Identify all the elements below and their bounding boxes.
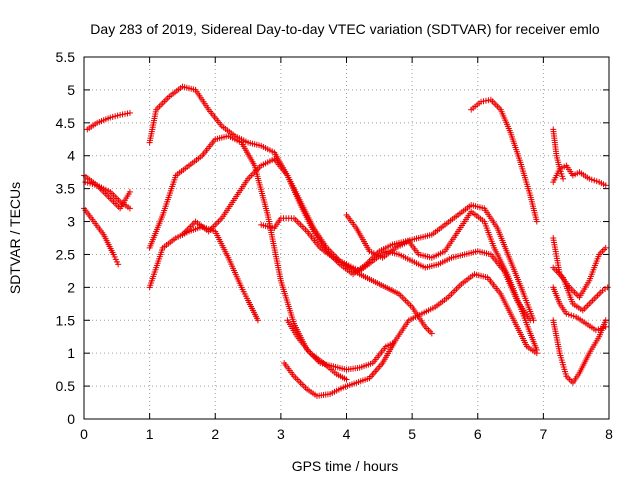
series-track-13 — [468, 96, 540, 225]
series-track-10 — [281, 271, 540, 399]
y-tick-label: 1 — [67, 345, 75, 361]
data-point — [533, 346, 540, 353]
series-track-19 — [550, 126, 567, 182]
x-tick-label: 7 — [539, 426, 547, 442]
x-tick-label: 2 — [211, 426, 219, 442]
y-tick-label: 2 — [67, 279, 75, 295]
series-track-2 — [84, 109, 133, 133]
y-tick-label: 3 — [67, 214, 75, 230]
chart-title: Day 283 of 2019, Sidereal Day-to-day VTE… — [90, 21, 600, 37]
x-axis-label: GPS time / hours — [292, 458, 399, 474]
data-point — [602, 244, 609, 251]
y-tick-label: 4.5 — [56, 115, 76, 131]
y-axis-label: SDTVAR / TECUs — [7, 182, 23, 294]
data-point — [604, 284, 611, 291]
series-track-18 — [550, 264, 611, 314]
data-point — [602, 317, 609, 324]
y-tick-label: 3.5 — [56, 181, 76, 197]
series-track-15 — [550, 235, 609, 301]
axis-ticks: 0 1 2 3 4 5 6 7 8 0 0.5 1 1.5 2 2.5 3 3.5 4 4.5 5 5.5 — [56, 49, 614, 442]
x-tick-label: 0 — [80, 426, 88, 442]
data-point — [126, 188, 133, 195]
x-tick-label: 3 — [277, 426, 285, 442]
series-track-4 — [81, 172, 133, 212]
data-point — [126, 205, 133, 212]
plot-frame — [83, 56, 610, 420]
data-point — [602, 182, 609, 189]
data-point — [428, 330, 435, 337]
x-tick-label: 6 — [474, 426, 482, 442]
data-point — [254, 317, 261, 324]
series-track-14 — [550, 162, 609, 189]
series-track-7 — [146, 223, 261, 324]
series-track-12 — [284, 317, 350, 383]
y-tick-label: 1.5 — [56, 312, 76, 328]
data-marks — [81, 83, 611, 399]
y-tick-label: 5 — [67, 82, 75, 98]
series-track-3 — [81, 205, 122, 268]
series-track-17 — [550, 284, 609, 334]
y-tick-label: 0.5 — [56, 378, 76, 394]
grid-lines — [84, 57, 609, 419]
series-track-9 — [258, 215, 534, 324]
x-tick-label: 8 — [605, 426, 613, 442]
series-track-8 — [179, 156, 537, 324]
x-tick-label: 1 — [146, 426, 154, 442]
data-point — [126, 109, 133, 116]
data-point — [602, 323, 609, 330]
data-point — [343, 376, 350, 383]
y-tick-label: 5.5 — [56, 49, 76, 65]
x-tick-label: 5 — [408, 426, 416, 442]
x-tick-label: 4 — [343, 426, 351, 442]
y-tick-label: 4 — [67, 148, 75, 164]
series-track-16 — [550, 317, 609, 386]
series-track-11 — [343, 208, 540, 353]
data-point — [533, 218, 540, 225]
data-point — [115, 261, 122, 268]
series-track-6 — [146, 132, 396, 373]
y-tick-label: 2.5 — [56, 246, 76, 262]
data-point — [560, 175, 567, 182]
series-track-5 — [146, 83, 435, 337]
y-tick-label: 0 — [67, 411, 75, 427]
